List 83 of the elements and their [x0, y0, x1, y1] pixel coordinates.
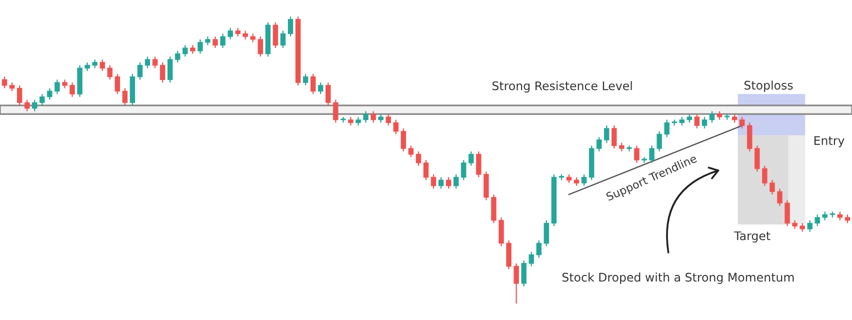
candlestick [40, 93, 45, 106]
candlestick [152, 56, 158, 69]
candlestick [498, 216, 504, 247]
candlestick [107, 64, 112, 80]
candlestick [416, 150, 422, 166]
candlestick [288, 16, 294, 38]
candlestick [318, 82, 324, 95]
annotation: Target [734, 231, 770, 243]
candlestick [408, 145, 414, 158]
candlestick [754, 145, 760, 172]
candlestick [423, 159, 429, 181]
candlestick [333, 99, 338, 124]
annotation: Entry [814, 136, 844, 148]
candlestick [484, 170, 489, 201]
candlestick [694, 114, 700, 129]
candlestick [310, 73, 316, 95]
candlestick [2, 76, 8, 89]
candlestick [596, 136, 602, 152]
candlestick [47, 88, 52, 100]
candlestick [32, 99, 38, 112]
candlestick [604, 124, 610, 144]
candlestick [24, 99, 30, 112]
candlestick [16, 84, 22, 106]
candlestick [144, 56, 150, 69]
candlestick [461, 159, 466, 181]
candlestick [521, 260, 526, 287]
candlestick [491, 194, 496, 224]
band-label: Strong Resistence Level [492, 81, 632, 93]
candlestick [212, 36, 218, 49]
candlestick [114, 73, 120, 95]
candlestick [400, 128, 406, 152]
candlestick [70, 82, 75, 98]
candlestick [612, 124, 617, 150]
candlestick [709, 110, 715, 124]
candlestick [272, 22, 278, 49]
candlestick [770, 180, 775, 196]
candlestick [784, 200, 790, 227]
candlestick [514, 262, 519, 304]
candlestick [762, 165, 768, 186]
candlestick [454, 174, 459, 190]
candlestick [581, 174, 587, 186]
candlestick [536, 240, 542, 258]
candlestick [220, 33, 226, 49]
candlestick [814, 214, 820, 227]
candlestick [430, 174, 436, 190]
candlestick [167, 56, 173, 84]
candlestick [476, 150, 482, 178]
candlestick [280, 30, 286, 49]
candlestick [340, 116, 346, 124]
candlestick [370, 110, 376, 124]
candlestick [446, 176, 452, 190]
candlestick [438, 176, 444, 190]
candlestick [702, 116, 708, 129]
candlestick [634, 145, 640, 164]
candlestick [386, 114, 391, 126]
candlestick [747, 122, 752, 152]
candlestick [258, 36, 264, 58]
candlestick [326, 82, 331, 106]
candlestick [528, 251, 534, 267]
annotation: Stoploss [744, 80, 793, 92]
candlestick [100, 58, 105, 72]
candlestick [302, 73, 308, 86]
candlestick [506, 240, 512, 270]
candlestick [544, 220, 550, 247]
candlestick [740, 116, 745, 129]
candlestick [182, 44, 188, 58]
candlestick [137, 62, 143, 80]
candlestick [777, 188, 782, 206]
candlestick [122, 88, 128, 106]
candlestick [363, 110, 368, 124]
candlestick [228, 27, 233, 40]
candlestick [626, 145, 632, 152]
candlestick [807, 220, 812, 232]
candlestick [664, 119, 670, 138]
candlestick [656, 130, 662, 152]
candlestick [468, 150, 474, 166]
candlestick [642, 156, 647, 164]
candlestick [198, 38, 203, 54]
annotation: Stock Droped with a Strong Momentum [562, 272, 794, 284]
candlestick [54, 79, 60, 95]
candlestick [160, 62, 166, 84]
candlestick [175, 50, 180, 63]
candlestick [393, 119, 398, 135]
